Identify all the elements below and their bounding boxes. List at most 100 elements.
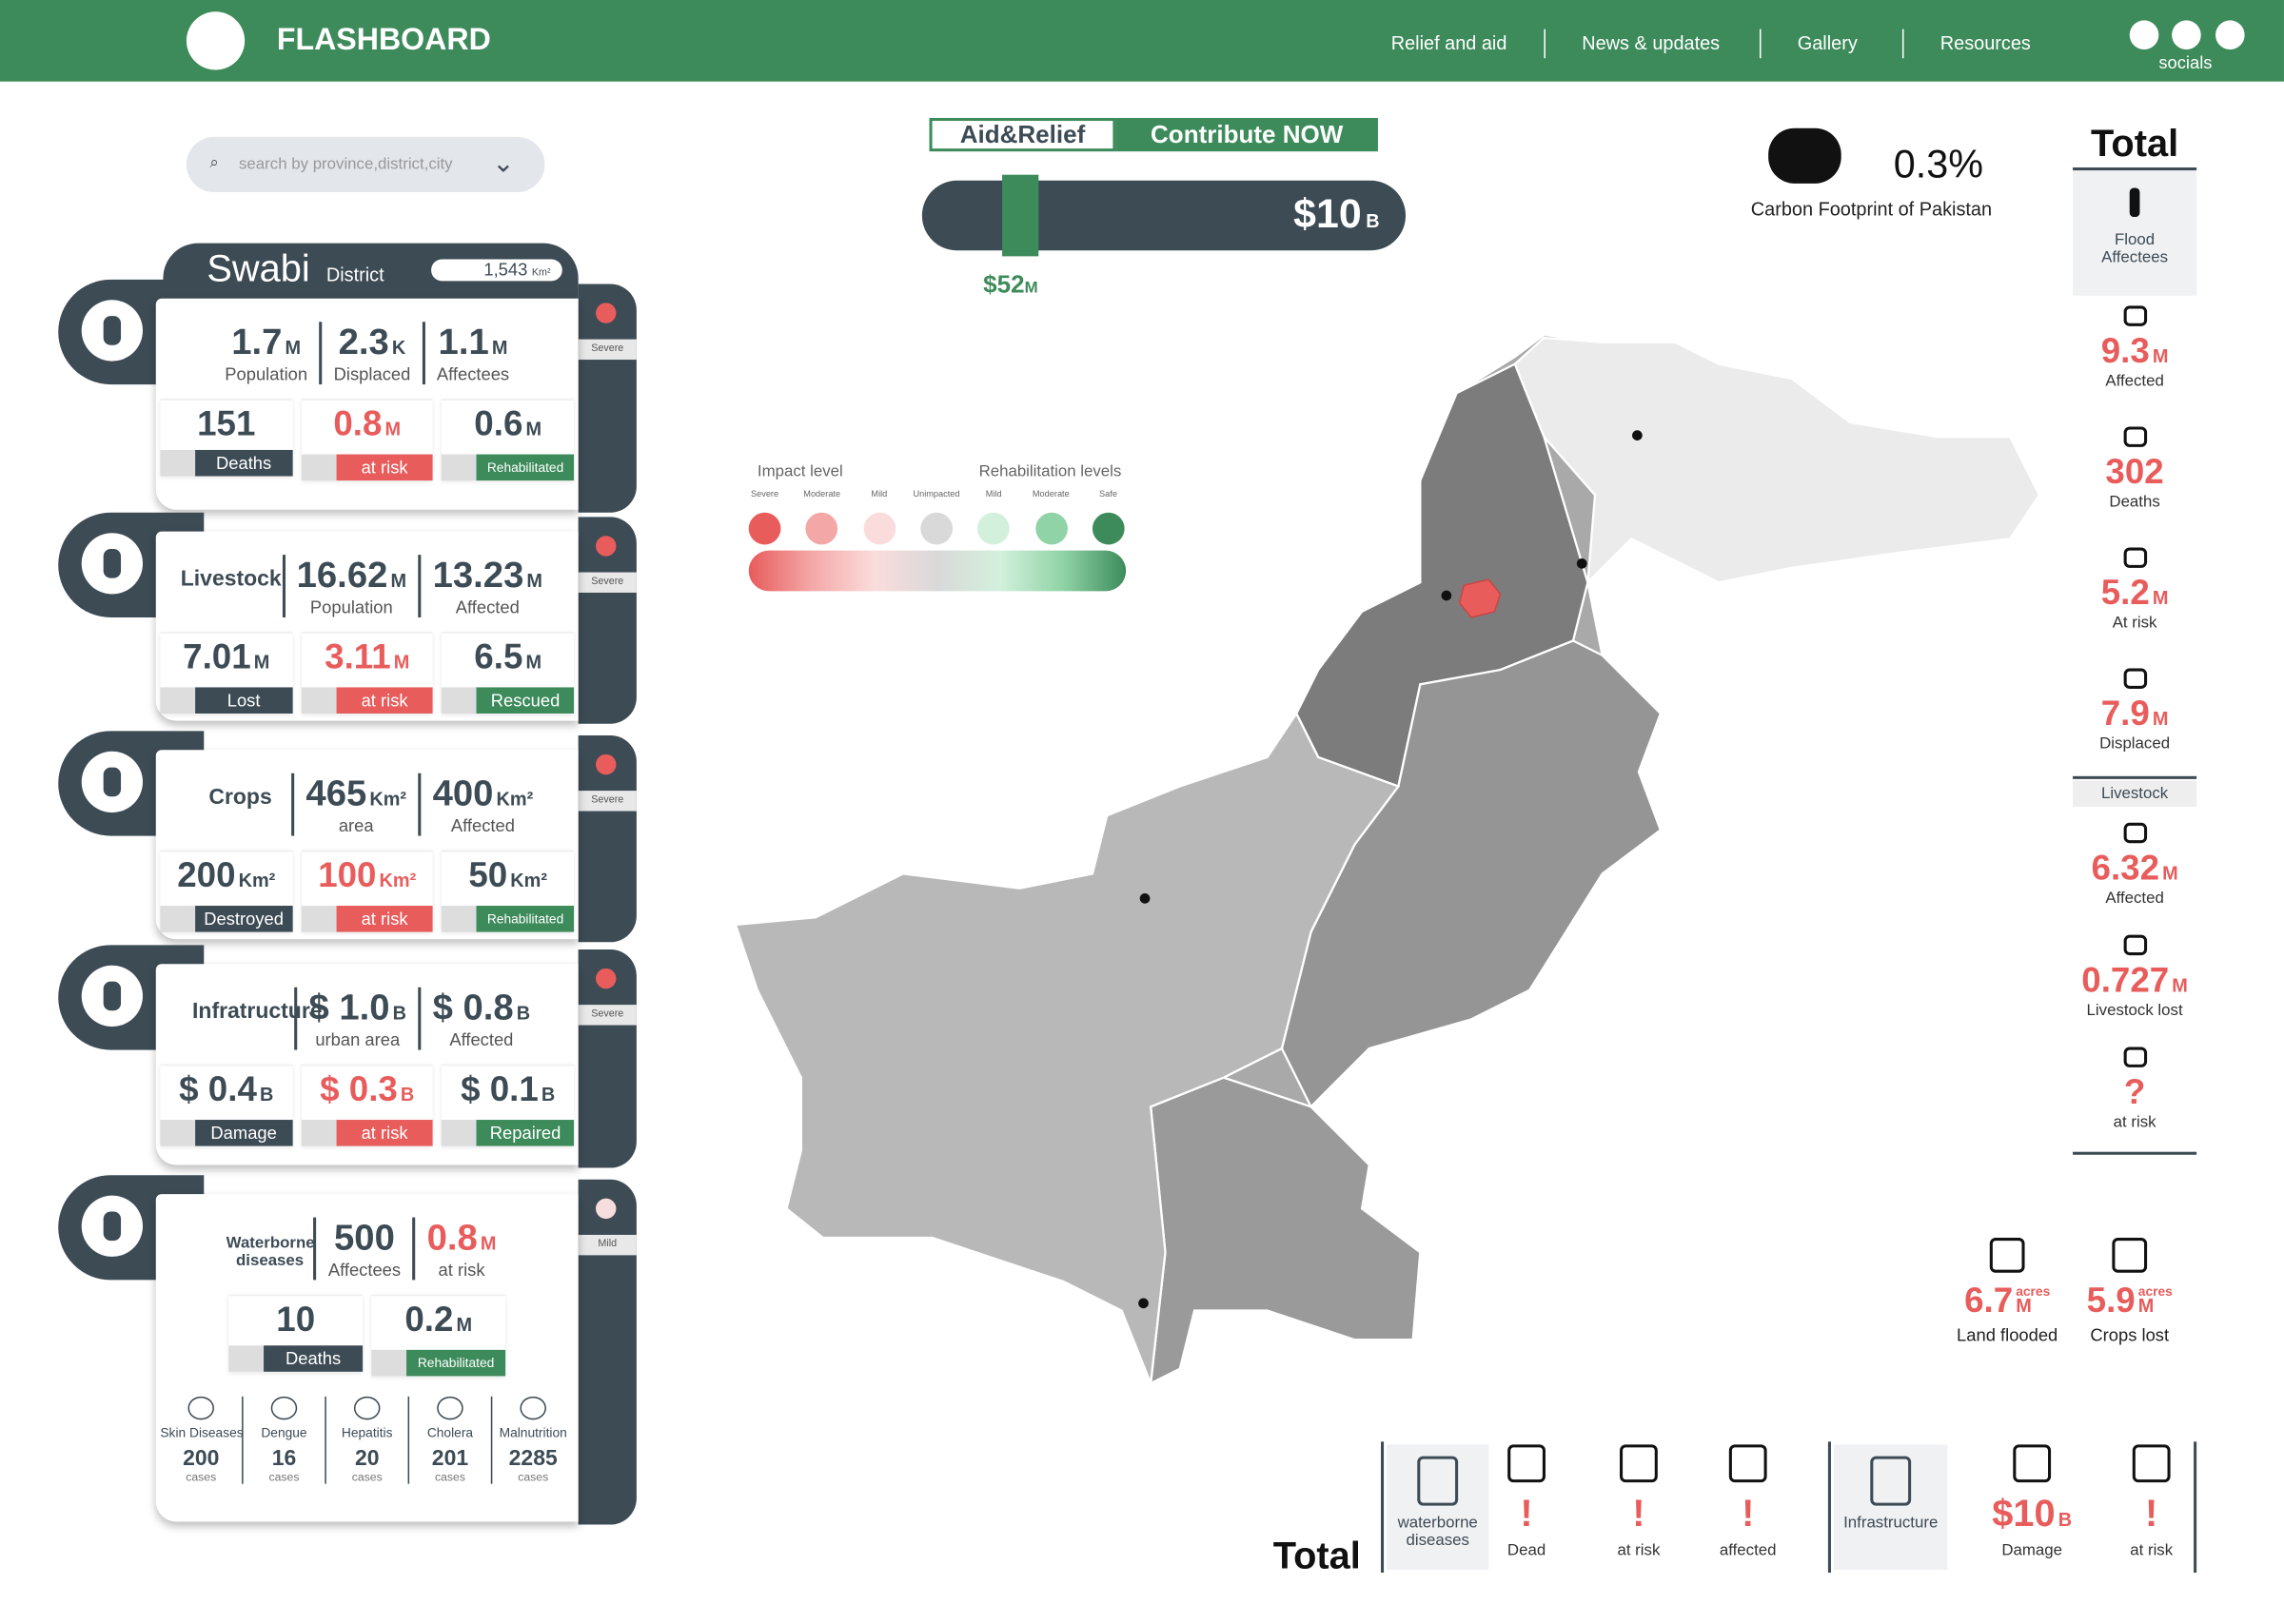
value-number: ! <box>1520 1491 1533 1536</box>
group-label: Infrastructure <box>1843 1514 1939 1533</box>
item-label: Affected <box>2105 890 2164 908</box>
label-icon <box>301 687 337 714</box>
value-unit: B <box>392 1002 407 1025</box>
legend-label: Moderate <box>1032 490 1070 499</box>
severity-label: Severe <box>578 791 637 812</box>
value-unit: acres M <box>2016 1285 2050 1315</box>
stat-label: Damage <box>195 1120 293 1146</box>
social-icon[interactable] <box>2172 20 2201 50</box>
social-icon[interactable] <box>2129 20 2159 50</box>
stat-label-bar: at risk <box>301 454 434 481</box>
value-unit: M <box>2172 973 2188 996</box>
total-item: 7.9 M Displaced <box>2073 668 2196 753</box>
raised-unit: M <box>1024 279 1038 298</box>
stat-label: Repaired <box>477 1120 575 1146</box>
land-value: 5.9 acres M <box>2072 1282 2188 1322</box>
item-label: Livestock lost <box>2086 1002 2183 1020</box>
value-number: $10 <box>1992 1491 2056 1536</box>
value: 0.6 M <box>442 401 574 455</box>
goal-value: $10 <box>1293 190 1362 236</box>
item-label: Damage <box>2001 1541 2062 1560</box>
disease-unit: cases <box>351 1470 383 1484</box>
value-number: 500 <box>334 1217 395 1259</box>
disease-count: 201 <box>431 1445 469 1471</box>
land-icon <box>1989 1238 2025 1273</box>
contribute-tab[interactable]: Contribute NOW <box>1115 117 1378 152</box>
nav-link[interactable]: Resources <box>1939 31 2031 54</box>
total-item: ! affected <box>1697 1444 1799 1559</box>
nav-link[interactable]: Relief and aid <box>1390 31 1507 54</box>
value-number: 0.8 <box>333 404 383 444</box>
disease-name: Cholera <box>426 1425 474 1440</box>
city-dot <box>1441 590 1452 601</box>
legend-dot <box>748 512 781 545</box>
value-number: 0.8 <box>426 1217 478 1259</box>
land-item: 5.9 acres M Crops lost <box>2072 1238 2188 1345</box>
value-number: 465 <box>305 773 367 814</box>
total-item: ? at risk <box>2073 1047 2196 1131</box>
stat-box: $ 0.4 B Damage <box>160 1064 293 1146</box>
value: 302 <box>2073 453 2196 494</box>
disease-name: Dengue <box>261 1425 307 1440</box>
disease-icon <box>437 1396 463 1420</box>
value-number: ! <box>1632 1491 1645 1536</box>
search-placeholder: search by province,district,city <box>239 155 453 174</box>
stat-box: 7.01 M Lost <box>160 632 293 714</box>
value-number: 7.01 <box>183 637 251 677</box>
value: 7.9 M <box>2073 695 2196 735</box>
value-unit: M <box>525 651 542 674</box>
disease-icon <box>270 1396 298 1420</box>
severity-label: Severe <box>578 339 637 361</box>
card-icon <box>81 300 143 362</box>
nav-separator <box>1759 29 1762 59</box>
value-unit: B <box>2058 1508 2073 1531</box>
value: 0.727 M <box>2073 961 2196 1002</box>
aid-tab[interactable]: Aid&Relief <box>929 117 1116 152</box>
item-icon <box>2122 305 2147 326</box>
card: Crops 465 Km² area 400 Km² Affected 200 Km² Destr… <box>155 750 579 940</box>
social-icon[interactable] <box>2215 20 2245 50</box>
nav-link[interactable]: News & updates <box>1582 31 1721 54</box>
land-icon <box>2112 1238 2148 1273</box>
legend-dot <box>1092 512 1125 545</box>
total-item: 9.3 M Affected <box>2073 305 2196 390</box>
value-unit: M <box>2152 707 2169 730</box>
card-top-row: Livestock 16.62 M Population 13.23 M Affected <box>156 555 579 617</box>
nav-link[interactable]: Gallery <box>1797 31 1858 54</box>
legend-dot <box>863 512 896 545</box>
item-label: at risk <box>1617 1541 1661 1560</box>
total-item: 6.32 M Affected <box>2073 822 2196 908</box>
stat: 16.62 M Population <box>282 555 418 617</box>
stat-label-bar: Rescued <box>442 687 575 714</box>
total-item: $10 B Damage <box>1981 1444 2083 1559</box>
progress-marker[interactable] <box>1002 174 1039 257</box>
value: ! <box>1587 1491 1689 1536</box>
disease: Dengue 16 cases <box>242 1396 325 1484</box>
card-bottom-row: 200 Km² Destroyed 100 Km² at risk 50 Km² Rehabil… <box>156 850 579 932</box>
unit-2: acres <box>2137 1283 2173 1300</box>
logo[interactable] <box>186 11 246 70</box>
item-label: at risk <box>2130 1541 2174 1560</box>
totals-head: Flood Affectees <box>2073 167 2197 296</box>
value-unit: M <box>456 1313 473 1336</box>
search-box[interactable]: ⌕ search by province,district,city ⌄ <box>186 136 545 193</box>
value: 500 <box>328 1218 401 1260</box>
land-label: Crops lost <box>2090 1324 2170 1346</box>
district-name: Swabi <box>207 245 310 290</box>
totals-title: Total <box>2091 121 2179 165</box>
total-item: ! Dead <box>1475 1444 1577 1559</box>
highlighted-district[interactable] <box>1458 578 1502 618</box>
dropdown-arrow[interactable]: ⌄ <box>492 148 515 178</box>
total-item: 302 Deaths <box>2073 426 2196 511</box>
brand[interactable]: FLASHBOARD <box>276 23 491 57</box>
value-unit: M <box>2152 586 2169 609</box>
value: 9.3 M <box>2073 332 2196 373</box>
district-label: District <box>325 264 384 285</box>
value: 0.2 M <box>371 1296 505 1350</box>
value-number: 6.7 <box>1964 1281 2014 1321</box>
label-icon <box>301 906 337 932</box>
value-number: 400 <box>432 773 494 814</box>
value: $ 0.8 B <box>433 988 531 1029</box>
